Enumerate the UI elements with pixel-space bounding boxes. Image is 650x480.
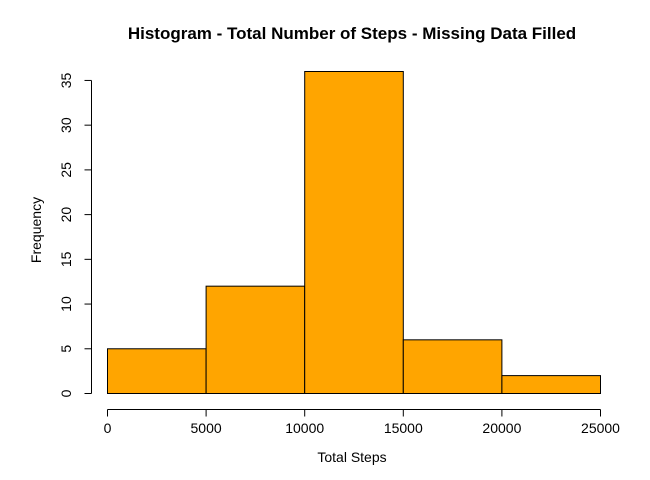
- y-tick-label-4: 20: [58, 207, 74, 223]
- y-tick-label-1: 5: [58, 345, 74, 353]
- chart-title: Histogram - Total Number of Steps - Miss…: [128, 24, 576, 43]
- y-tick-label-5: 25: [58, 162, 74, 178]
- x-tick-label-3: 15000: [384, 420, 423, 436]
- x-tick-label-5: 25000: [581, 420, 620, 436]
- y-tick-label-6: 30: [58, 117, 74, 133]
- histogram-bar-1: [205, 285, 306, 394]
- x-tick-label-1: 5000: [191, 420, 222, 436]
- y-axis-label: Frequency: [28, 197, 44, 263]
- y-tick-label-7: 35: [58, 72, 74, 88]
- y-tick-label-0: 0: [58, 389, 74, 397]
- bars-group: [107, 71, 601, 395]
- histogram-bar-4: [501, 375, 601, 395]
- histogram-bar-3: [402, 339, 503, 395]
- x-tick-label-2: 10000: [285, 420, 324, 436]
- y-axis: 0 5 10 15 20 25 30 35: [58, 72, 92, 397]
- histogram-bar-0: [107, 348, 207, 394]
- x-tick-label-4: 20000: [482, 420, 521, 436]
- y-tick-label-2: 10: [58, 296, 74, 312]
- x-axis-label: Total Steps: [317, 449, 386, 465]
- histogram-bar-2: [304, 71, 404, 394]
- x-axis: 0 5000 10000 15000 20000 25000: [104, 409, 620, 436]
- y-tick-label-3: 15: [58, 251, 74, 267]
- x-tick-label-0: 0: [104, 420, 112, 436]
